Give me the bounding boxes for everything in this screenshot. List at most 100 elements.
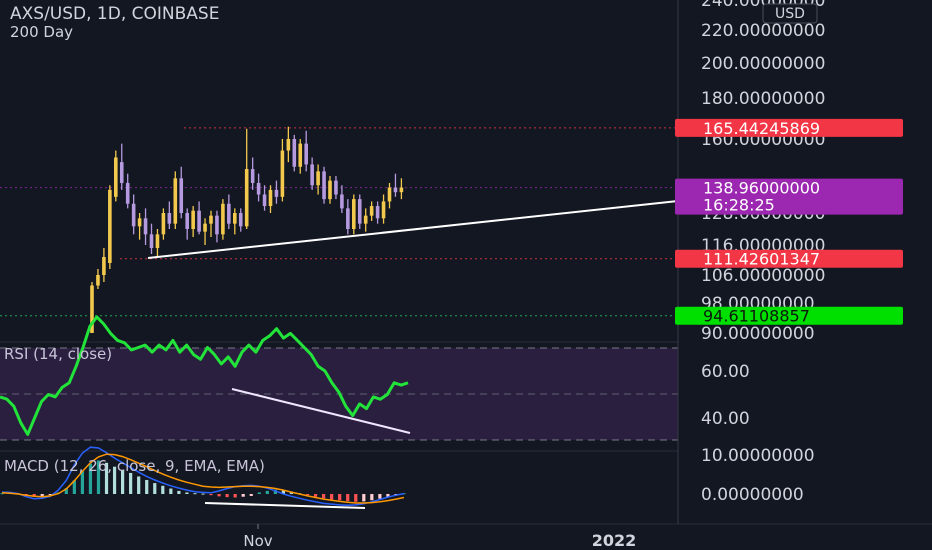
macd-histogram-bar <box>233 494 237 498</box>
candle-body <box>346 208 350 229</box>
candle-body <box>179 178 184 213</box>
last-price-label: 138.96000000 <box>703 179 820 198</box>
candle-body <box>250 169 255 183</box>
candle-body <box>381 201 386 219</box>
price-tick-label: 220.00000000 <box>701 21 825 41</box>
macd-histogram-bar <box>346 494 350 502</box>
candle-body <box>209 215 213 224</box>
macd-divergence-line[interactable] <box>204 502 366 509</box>
macd-tick-label: 10.00000000 <box>701 446 815 466</box>
macd-histogram-bar <box>161 485 165 494</box>
signal-series-line <box>1 453 405 504</box>
time-label-2022: 2022 <box>592 531 637 550</box>
macd-histogram-bar <box>137 476 141 494</box>
chart-subtitle: 200 Day <box>10 23 73 41</box>
candle-body <box>155 234 160 248</box>
macd-histogram-bar <box>193 493 197 495</box>
candle-body <box>244 169 249 227</box>
price-badge-label: 94.61108857 <box>703 307 810 326</box>
candle-body <box>102 257 106 275</box>
candle-body <box>340 194 344 209</box>
rsi-tick-label: 40.00 <box>701 409 750 429</box>
macd-histogram-bar <box>362 494 366 502</box>
candle-body <box>298 143 303 167</box>
macd-histogram-bar <box>241 494 245 497</box>
macd-histogram-bar <box>48 494 52 496</box>
macd-histogram-bar <box>201 493 205 495</box>
rsi-tick-label: 60.00 <box>701 362 750 382</box>
candle-body <box>399 187 404 193</box>
candle-body <box>268 189 273 207</box>
macd-histogram-bar <box>281 490 285 494</box>
macd-axis: 10.00000000 0.00000000 <box>701 446 815 505</box>
rsi-label: RSI (14, close) <box>4 345 112 363</box>
macd-histogram-bar <box>378 494 382 499</box>
macd-histogram-bar <box>209 494 213 496</box>
candles <box>90 126 404 333</box>
candle-body <box>292 139 297 167</box>
macd-label: MACD (12, 26, close, 9, EMA, EMA) <box>4 457 265 475</box>
price-tick-label: 90.00000000 <box>701 324 815 344</box>
macd-histogram-bar <box>72 480 76 494</box>
macd-histogram-bar <box>257 492 261 494</box>
candle-body <box>119 162 124 183</box>
candle-body <box>131 203 136 227</box>
candle-body <box>221 203 225 235</box>
candle-body <box>227 203 231 224</box>
price-badges: 165.44245869 111.42601347 94.61108857 138.9… <box>675 118 903 326</box>
candle-body <box>215 215 219 235</box>
currency-button-label: USD <box>775 6 805 22</box>
macd-histogram-bar <box>64 488 68 494</box>
candle-body <box>274 189 279 197</box>
candle-body <box>352 199 356 229</box>
macd-histogram-bar <box>121 469 125 494</box>
time-label-nov: Nov <box>243 532 272 550</box>
candle-body <box>203 223 207 232</box>
macd-histogram-bar <box>129 472 133 494</box>
candle-body <box>363 215 368 224</box>
candle-body <box>143 218 148 235</box>
macd-histogram-bar <box>80 471 84 494</box>
macd-histogram-bar <box>40 494 44 496</box>
candle-body <box>108 189 112 263</box>
macd-histogram-bar <box>112 466 117 494</box>
price-badge <box>675 118 903 137</box>
macd-histogram-bar <box>354 494 358 502</box>
macd-series-line <box>1 446 405 507</box>
candle-body <box>357 199 362 224</box>
candle-body <box>286 139 291 151</box>
macd-histogram-bar <box>32 494 36 497</box>
currency-button[interactable] <box>762 3 818 24</box>
macd-histogram-bar <box>273 489 277 494</box>
candle-body <box>161 213 166 235</box>
candle-body <box>96 275 100 286</box>
price-badge <box>675 249 903 268</box>
candle-body <box>173 178 178 224</box>
candle-body <box>387 187 392 202</box>
price-trendline[interactable] <box>147 200 679 259</box>
macd-tick-label: 0.00000000 <box>701 485 804 505</box>
macd-histogram-bar <box>225 494 229 498</box>
macd-histogram-bar <box>265 490 269 494</box>
macd-histogram <box>0 460 406 502</box>
candle-body <box>185 213 189 229</box>
price-tick-label: 106.00000000 <box>701 266 825 286</box>
macd-histogram-bar <box>330 494 334 500</box>
last-price-badge <box>675 178 903 215</box>
candle-body <box>238 213 243 227</box>
candle-body <box>233 213 237 224</box>
macd-histogram-bar <box>386 494 390 498</box>
candle-body <box>369 206 374 216</box>
macd-histogram-bar <box>338 494 342 501</box>
candle-body <box>197 210 201 232</box>
macd-histogram-bar <box>169 488 173 494</box>
macd-histogram-bar <box>88 463 93 494</box>
candle-body <box>334 180 338 195</box>
countdown-label: 16:28:25 <box>703 196 775 215</box>
price-tick-label: 200.00000000 <box>701 54 825 74</box>
rsi-divergence-line[interactable] <box>231 388 411 434</box>
candle-body <box>125 182 130 204</box>
